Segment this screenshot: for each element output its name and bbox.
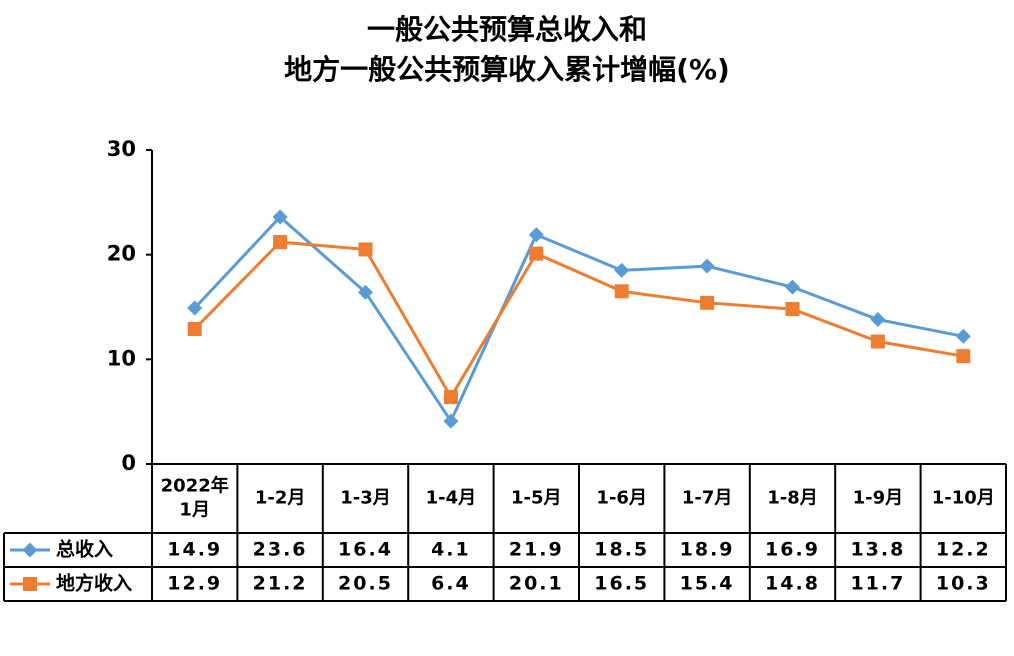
table-value: 11.7 <box>850 573 905 595</box>
data-point <box>187 300 203 316</box>
x-category-label: 1-6月 <box>596 488 647 509</box>
table-value: 21.2 <box>253 573 308 595</box>
chart-title-line1: 一般公共预算总收入和 <box>366 13 647 46</box>
data-point <box>956 349 971 364</box>
x-category-label: 1-5月 <box>511 488 562 509</box>
chart-title-line2: 地方一般公共预算收入累计增幅(%) <box>284 53 730 86</box>
data-point <box>187 321 202 336</box>
x-category-label: 1-7月 <box>682 488 733 509</box>
table-value: 13.8 <box>850 539 905 561</box>
data-point <box>870 312 886 328</box>
x-category-label: 1-3月 <box>340 488 391 509</box>
data-point <box>272 209 288 225</box>
table-value: 6.4 <box>431 573 471 595</box>
data-point <box>443 413 459 429</box>
table-value: 12.2 <box>936 539 991 561</box>
x-category-label: 1-8月 <box>767 488 818 509</box>
data-point <box>700 295 715 310</box>
legend-marker <box>22 542 38 558</box>
series-line <box>193 214 964 425</box>
table-value: 14.9 <box>167 539 222 561</box>
table-value: 4.1 <box>431 539 471 561</box>
data-point <box>870 334 885 349</box>
y-tick-label: 20 <box>107 242 136 266</box>
x-category-label: 1-2月 <box>255 488 306 509</box>
table-value: 14.8 <box>765 573 820 595</box>
data-point <box>614 284 629 299</box>
legend-label: 地方收入 <box>56 572 132 595</box>
x-category-label: 1-4月 <box>426 488 477 509</box>
data-point <box>614 262 630 278</box>
table-value: 12.9 <box>167 573 222 595</box>
legend-marker <box>23 577 37 591</box>
x-category-label: 1-10月 <box>932 488 995 509</box>
data-point <box>273 235 288 250</box>
y-tick-label: 10 <box>107 346 136 370</box>
table-value: 16.9 <box>765 539 820 561</box>
x-category-label: 1-9月 <box>853 488 904 509</box>
table-value: 16.5 <box>594 573 649 595</box>
table-value: 10.3 <box>936 573 991 595</box>
table-value: 18.9 <box>680 539 735 561</box>
x-category-label: 2022年 <box>161 475 229 497</box>
table-value: 21.9 <box>509 539 564 561</box>
table-value: 18.5 <box>594 539 649 561</box>
y-tick-label: 30 <box>107 137 136 161</box>
data-point <box>443 390 458 405</box>
table-value: 23.6 <box>253 539 308 561</box>
data-point <box>785 302 800 317</box>
data-point <box>528 227 544 243</box>
data-point <box>955 328 971 344</box>
data-point <box>358 284 373 300</box>
x-category-label: 1月 <box>179 500 210 521</box>
data-point <box>358 242 373 257</box>
table-value: 20.5 <box>338 573 393 595</box>
table-value: 15.4 <box>680 573 735 595</box>
data-point <box>529 246 544 261</box>
legend-label: 总收入 <box>56 538 113 561</box>
table-value: 16.4 <box>338 539 393 561</box>
data-point <box>699 258 715 274</box>
y-tick-label: 0 <box>121 451 136 475</box>
data-point <box>785 279 800 295</box>
table-value: 20.1 <box>509 573 564 595</box>
series-line <box>193 240 964 400</box>
